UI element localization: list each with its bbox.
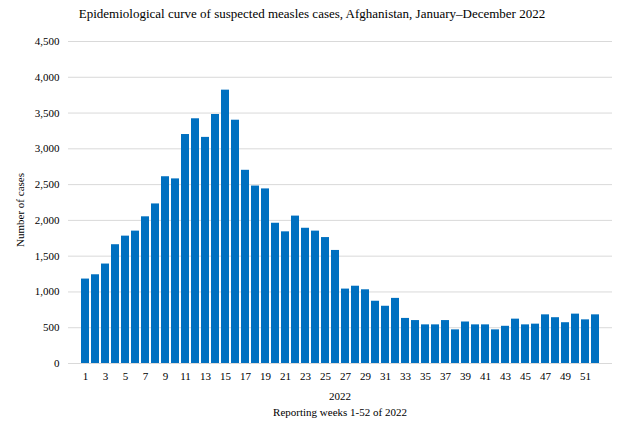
- svg-text:4,000: 4,000: [35, 71, 60, 83]
- svg-text:47: 47: [540, 370, 552, 382]
- svg-text:2,000: 2,000: [35, 214, 60, 226]
- svg-text:4,500: 4,500: [35, 35, 60, 47]
- svg-text:25: 25: [320, 370, 332, 382]
- svg-text:5: 5: [123, 370, 129, 382]
- svg-text:0: 0: [54, 357, 60, 369]
- svg-text:7: 7: [143, 370, 149, 382]
- svg-text:27: 27: [340, 370, 352, 382]
- svg-text:13: 13: [200, 370, 212, 382]
- svg-text:19: 19: [260, 370, 272, 382]
- svg-text:1: 1: [83, 370, 89, 382]
- svg-text:43: 43: [500, 370, 512, 382]
- svg-text:37: 37: [440, 370, 452, 382]
- html-text:Epidemiological curve of suspe: Epidemiological curve of suspected measl…: [78, 6, 546, 21]
- svg-text:51: 51: [580, 370, 591, 382]
- svg-text:3: 3: [103, 370, 109, 382]
- svg-text:23: 23: [300, 370, 312, 382]
- svg-text:1,500: 1,500: [35, 250, 60, 262]
- svg-text:11: 11: [180, 370, 191, 382]
- svg-text:17: 17: [240, 370, 252, 382]
- svg-text:15: 15: [220, 370, 232, 382]
- html-text:Number of cases: Number of cases: [14, 173, 26, 247]
- svg-text:35: 35: [420, 370, 432, 382]
- html-text:2022: 2022: [329, 390, 351, 402]
- svg-text:49: 49: [560, 370, 572, 382]
- svg-text:31: 31: [380, 370, 391, 382]
- svg-text:29: 29: [360, 370, 372, 382]
- svg-text:45: 45: [520, 370, 532, 382]
- svg-text:500: 500: [43, 321, 60, 333]
- svg-text:9: 9: [163, 370, 169, 382]
- svg-text:41: 41: [480, 370, 491, 382]
- svg-text:21: 21: [280, 370, 291, 382]
- svg-text:3,000: 3,000: [35, 142, 60, 154]
- svg-text:2,500: 2,500: [35, 178, 60, 190]
- svg-text:3,500: 3,500: [35, 107, 60, 119]
- html-text:Reporting weeks 1-52 of 2022: Reporting weeks 1-52 of 2022: [273, 406, 407, 418]
- svg-text:33: 33: [400, 370, 412, 382]
- svg-text:39: 39: [460, 370, 472, 382]
- svg-text:1,000: 1,000: [35, 285, 60, 297]
